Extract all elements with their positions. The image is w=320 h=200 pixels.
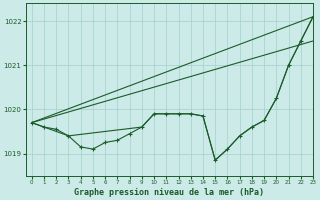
X-axis label: Graphe pression niveau de la mer (hPa): Graphe pression niveau de la mer (hPa) [74, 188, 264, 197]
